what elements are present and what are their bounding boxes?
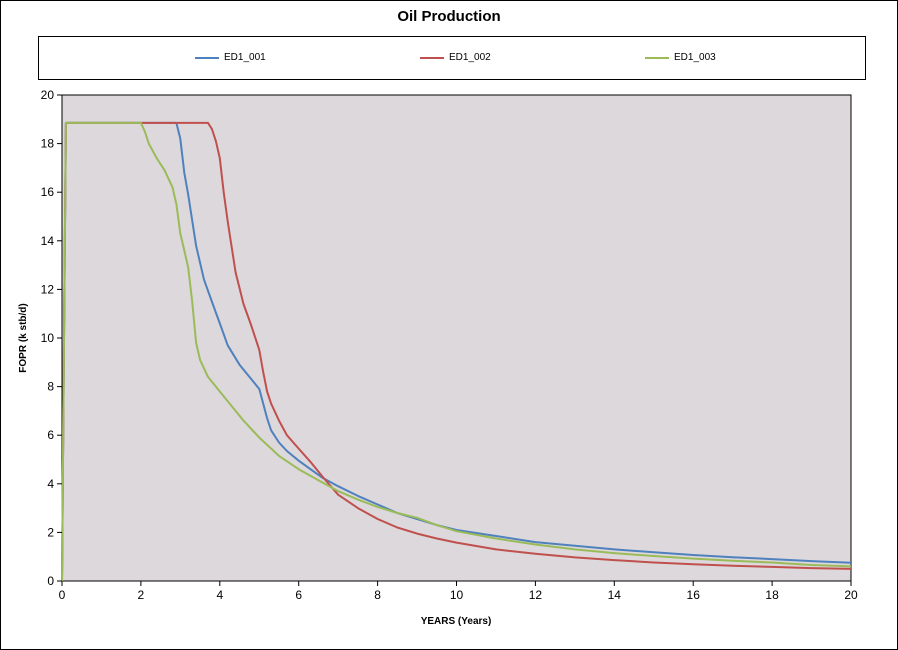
y-tick-label: 12 [41, 282, 55, 296]
series-line-3 [61, 121, 852, 582]
x-tick-label: 16 [687, 588, 701, 602]
y-tick-label: 4 [47, 477, 54, 491]
y-axis-title: FOPR (k stb/d) [18, 303, 29, 372]
legend-item-series-1: ED1_001 [195, 52, 266, 63]
legend: ED1_001 ED1_002 ED1_003 [38, 36, 866, 80]
y-tick-label: 0 [47, 574, 54, 588]
y-tick-label: 16 [41, 185, 55, 199]
legend-item-series-2: ED1_002 [420, 52, 491, 63]
x-tick-label: 2 [138, 588, 145, 602]
x-tick-label: 4 [216, 588, 223, 602]
legend-swatch-series-3 [645, 56, 669, 59]
series-line-2 [61, 121, 852, 582]
y-tick-label: 6 [47, 428, 54, 442]
y-tick-label: 18 [41, 137, 55, 151]
y-tick-label: 14 [41, 234, 55, 248]
x-tick-label: 6 [295, 588, 302, 602]
legend-label-series-3: ED1_003 [674, 52, 716, 63]
x-axis-title: YEARS (Years) [421, 616, 492, 627]
legend-swatch-series-1 [195, 56, 219, 59]
legend-label-series-2: ED1_002 [449, 52, 491, 63]
legend-item-series-3: ED1_003 [645, 52, 716, 63]
x-tick-label: 14 [608, 588, 622, 602]
y-tick-label: 2 [47, 525, 54, 539]
x-tick-label: 0 [59, 588, 66, 602]
series-layer [61, 121, 852, 582]
chart-title: Oil Production [397, 8, 501, 25]
x-tick-label: 12 [529, 588, 543, 602]
x-tick-label: 18 [765, 588, 779, 602]
x-tick-label: 10 [450, 588, 464, 602]
series-line-1 [61, 121, 852, 582]
x-tick-label: 20 [844, 588, 858, 602]
plot-area [61, 94, 852, 582]
axis-layer: 0 2 4 6 8 10 12 14 16 18 20 0 2 4 6 8 10 12 14 16 18 20 [41, 88, 858, 602]
y-tick-label: 20 [41, 88, 55, 102]
y-tick-label: 10 [41, 331, 55, 345]
y-tick-label: 8 [47, 380, 54, 394]
legend-label-series-1: ED1_001 [224, 52, 266, 63]
legend-swatch-series-2 [420, 56, 444, 59]
x-tick-label: 8 [374, 588, 381, 602]
